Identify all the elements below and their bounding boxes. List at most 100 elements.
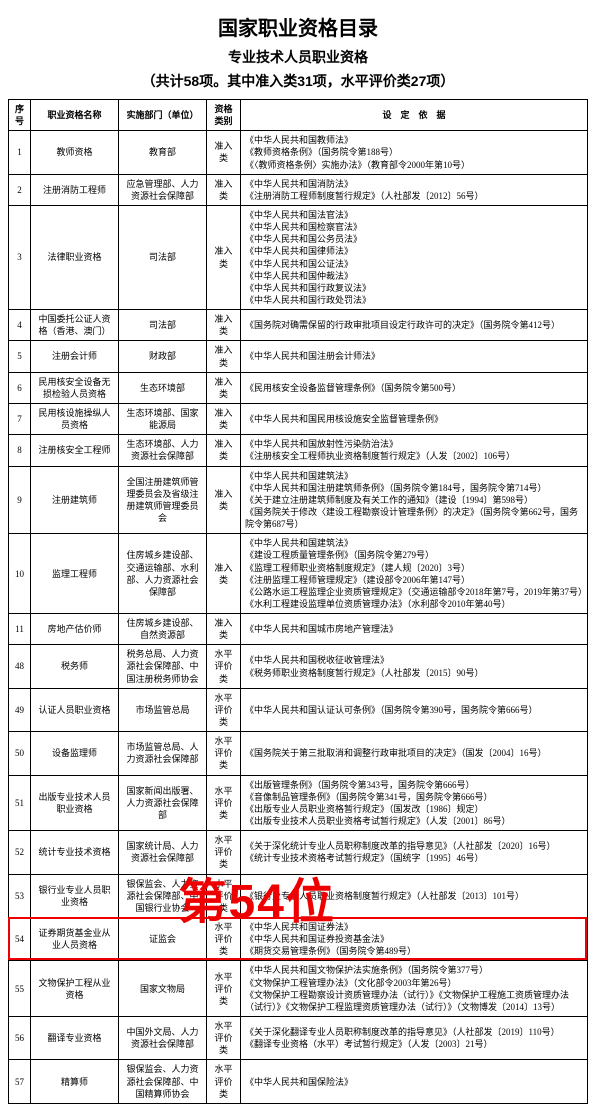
cell-basis: 《中华人民共和国税收征收管理法》《税务师职业资格制度暂行规定》（人社部发〔201… [241,645,588,688]
cell-dept: 银保监会、人力资源社会保障部、中国精算师协会 [119,1060,207,1103]
cell-cat: 水平评价类 [207,918,241,961]
cell-cat: 水平评价类 [207,732,241,775]
table-row: 56翻译专业资格中国外文局、人力资源社会保障部水平评价类《关于深化翻译专业人员职… [9,1017,588,1060]
cell-name: 翻译专业资格 [31,1017,119,1060]
cell-basis: 《中华人民共和国法官法》《中华人民共和国检察官法》《中华人民共和国公务员法》《中… [241,205,588,309]
basis-line: 《中华人民共和国注册建筑师条例》（国务院令第184号，国务院令第714号） [245,482,583,494]
cell-dept: 国家新闻出版署、人力资源社会保障部 [119,775,207,831]
table-row: 57精算师银保监会、人力资源社会保障部、中国精算师协会水平评价类《中华人民共和国… [9,1060,588,1103]
cell-dept: 市场监管总局 [119,688,207,731]
cell-basis: 《国务院关于第三批取消和调整行政审批项目的决定》（国发〔2004〕16号） [241,732,588,775]
cell-dept: 生态环境部、国家能源局 [119,403,207,434]
cell-dept: 国家统计局、人力资源社会保障部 [119,831,207,874]
basis-line: 《〈教师资格条例〉实施办法》（教育部令2000年第10号） [245,159,583,171]
table-row: 50设备监理师市场监管总局、人力资源社会保障部水平评价类《国务院关于第三批取消和… [9,732,588,775]
basis-line: 《关于深化翻译专业人员职称制度改革的指导意见》（人社部发〔2019〕110号） [245,1026,583,1038]
cell-dept: 证监会 [119,918,207,961]
basis-line: 《中华人民共和国法官法》 [245,209,583,221]
basis-line: 《监理工程师职业资格制度规定》（建人规〔2020〕3号） [245,562,583,574]
cell-cat: 准入类 [207,205,241,309]
cell-name: 法律职业资格 [31,205,119,309]
basis-line: 《中华人民共和国检察官法》 [245,221,583,233]
cell-dept: 司法部 [119,310,207,341]
basis-line: 《银行业专业人员职业资格制度暂行规定》（人社部发〔2013〕101号） [245,890,583,902]
cell-no: 52 [9,831,31,874]
table-row: 3法律职业资格司法部准入类《中华人民共和国法官法》《中华人民共和国检察官法》《中… [9,205,588,309]
cell-dept: 教育部 [119,131,207,174]
cell-dept: 全国注册建筑师管理委员会及省级注册建筑师管理委员会 [119,466,207,534]
cell-name: 统计专业技术资格 [31,831,119,874]
table-row: 48税务师税务总局、人力资源社会保障部、中国注册税务师协会水平评价类《中华人民共… [9,645,588,688]
table-row: 55文物保护工程从业资格国家文物局水平评价类《中华人民共和国文物保护法实施条例》… [9,961,588,1017]
basis-line: 《中华人民共和国证券法》 [245,921,583,933]
cell-basis: 《出版管理条例》（国务院令第343号，国务院令第666号）《音像制品管理条例》（… [241,775,588,831]
basis-line: 《公路水运工程监理企业资质管理规定》（交通运输部令2018年第7号，2019年第… [245,586,583,598]
basis-line: 《中华人民共和国教师法》 [245,134,583,146]
basis-line: 《中华人民共和国认证认可条例》（国务院令第390号，国务院令第666号） [245,704,583,716]
cell-cat: 准入类 [207,341,241,372]
cell-no: 5 [9,341,31,372]
header-dept: 实施部门（单位） [119,100,207,131]
basis-line: 《中华人民共和国民用核设施安全监督管理条例》 [245,413,583,425]
cell-no: 51 [9,775,31,831]
table-row: 52统计专业技术资格国家统计局、人力资源社会保障部水平评价类《关于深化统计专业人… [9,831,588,874]
basis-line: 《中华人民共和国税收征收管理法》 [245,654,583,666]
cell-cat: 准入类 [207,372,241,403]
table-row: 1教师资格教育部准入类《中华人民共和国教师法》《教师资格条例》（国务院令第188… [9,131,588,174]
cell-no: 4 [9,310,31,341]
cell-no: 3 [9,205,31,309]
cell-name: 民用核设施操纵人员资格 [31,403,119,434]
cell-name: 出版专业技术人员职业资格 [31,775,119,831]
cell-basis: 《中华人民共和国建筑法》《中华人民共和国注册建筑师条例》（国务院令第184号，国… [241,466,588,534]
cell-cat: 准入类 [207,435,241,466]
cell-name: 税务师 [31,645,119,688]
cell-cat: 准入类 [207,403,241,434]
cell-no: 53 [9,874,31,917]
basis-line: 《中华人民共和国公证法》 [245,258,583,270]
cell-dept: 司法部 [119,205,207,309]
cell-cat: 准入类 [207,534,241,614]
table-row: 4中国委托公证人资格（香港、澳门）司法部准入类《国务院对确需保留的行政审批项目设… [9,310,588,341]
cell-cat: 准入类 [207,174,241,205]
count-title: （共计58项。其中准入类31项，水平评价类27项） [8,71,588,91]
cell-basis: 《关于深化翻译专业人员职称制度改革的指导意见》（人社部发〔2019〕110号）《… [241,1017,588,1060]
cell-name: 注册核安全工程师 [31,435,119,466]
cell-cat: 水平评价类 [207,1060,241,1103]
basis-line: 《出版专业人员职业资格暂行规定》（国发改〔1986〕规定） [245,803,583,815]
cell-cat: 水平评价类 [207,688,241,731]
cell-cat: 水平评价类 [207,1017,241,1060]
cell-no: 9 [9,466,31,534]
cell-dept: 住房城乡建设部、交通运输部、水利部、人力资源社会保障部 [119,534,207,614]
cell-name: 文物保护工程从业资格 [31,961,119,1017]
basis-line: 《文物保护工程管理办法》（文化部令2003年第26号） [245,977,583,989]
basis-line: 《国务院对确需保留的行政审批项目设定行政许可的决定》（国务院令第412号） [245,319,583,331]
cell-no: 1 [9,131,31,174]
basis-line: 《注册核安全工程师执业资格制度暂行规定》（人发〔2002〕106号） [245,450,583,462]
basis-line: 《国务院关于第三批取消和调整行政审批项目的决定》（国发〔2004〕16号） [245,747,583,759]
main-title: 国家职业资格目录 [8,12,588,41]
cell-basis: 《中华人民共和国民用核设施安全监督管理条例》 [241,403,588,434]
cell-cat: 水平评价类 [207,775,241,831]
cell-no: 6 [9,372,31,403]
cell-no: 10 [9,534,31,614]
cell-name: 房地产估价师 [31,614,119,645]
basis-line: 《中华人民共和国律师法》 [245,245,583,257]
cell-basis: 《中华人民共和国建筑法》《建设工程质量管理条例》（国务院令第279号）《监理工程… [241,534,588,614]
cell-basis: 《中华人民共和国教师法》《教师资格条例》（国务院令第188号）《〈教师资格条例〉… [241,131,588,174]
cell-name: 中国委托公证人资格（香港、澳门） [31,310,119,341]
basis-line: 《中华人民共和国消防法》 [245,178,583,190]
cell-basis: 《中华人民共和国放射性污染防治法》《注册核安全工程师执业资格制度暂行规定》（人发… [241,435,588,466]
table-header-row: 序号 职业资格名称 实施部门（单位） 资格类别 设 定 依 据 [9,100,588,131]
basis-line: 《出版管理条例》（国务院令第343号，国务院令第666号） [245,779,583,791]
basis-line: 《中华人民共和国证券投资基金法》 [245,933,583,945]
cell-dept: 国家文物局 [119,961,207,1017]
table-row: 49认证人员职业资格市场监管总局水平评价类《中华人民共和国认证认可条例》（国务院… [9,688,588,731]
basis-line: 《中华人民共和国建筑法》 [245,470,583,482]
cell-basis: 《中华人民共和国消防法》《注册消防工程师制度暂行规定》（人社部发〔2012〕56… [241,174,588,205]
cell-cat: 准入类 [207,310,241,341]
basis-line: 《中华人民共和国公务员法》 [245,233,583,245]
cell-cat: 准入类 [207,131,241,174]
cell-basis: 《中华人民共和国认证认可条例》（国务院令第390号，国务院令第666号） [241,688,588,731]
header-cat: 资格类别 [207,100,241,131]
cell-name: 设备监理师 [31,732,119,775]
